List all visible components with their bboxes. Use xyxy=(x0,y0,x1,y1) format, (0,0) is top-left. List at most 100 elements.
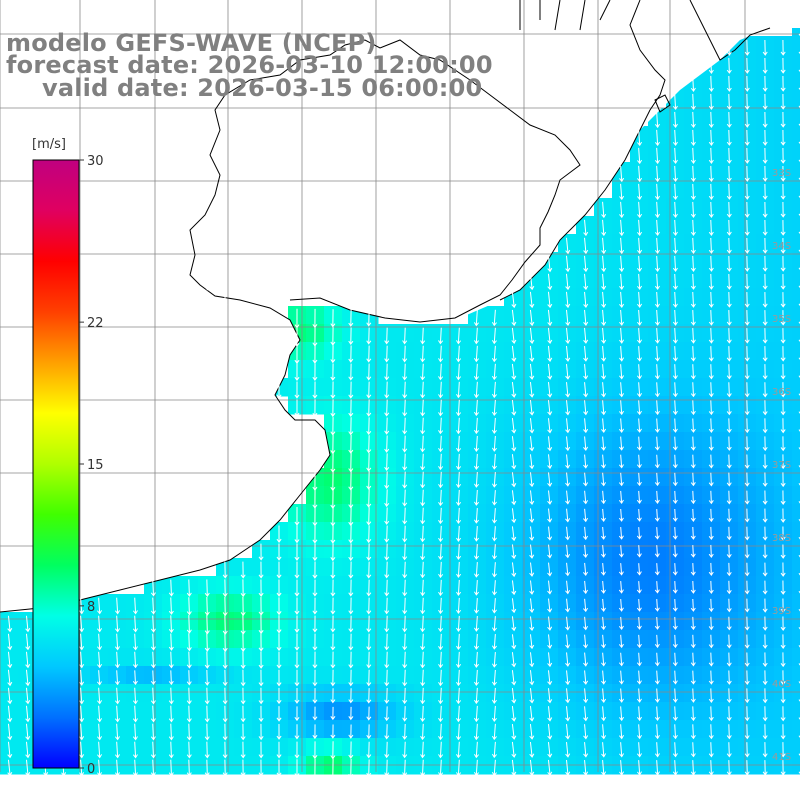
wind-arrow xyxy=(97,759,103,777)
wind-arrow xyxy=(672,75,678,93)
wind-arrow xyxy=(114,615,120,633)
wind-arrow xyxy=(547,255,553,273)
wind-arrow xyxy=(637,237,643,255)
wind-arrow xyxy=(672,490,678,504)
wind-arrow xyxy=(762,292,768,308)
wind-arrow xyxy=(438,633,444,651)
wind-arrow xyxy=(690,454,696,469)
wind-arrow xyxy=(511,562,517,578)
wind-arrow xyxy=(600,634,606,649)
wind-arrow xyxy=(744,670,750,686)
wind-arrow xyxy=(690,364,696,380)
wind-arrow xyxy=(366,345,372,363)
wind-arrow xyxy=(619,291,625,308)
colorbar-unit: [m/s] xyxy=(32,137,66,152)
wind-arrow xyxy=(636,400,642,416)
wind-arrow xyxy=(330,688,336,704)
wind-arrow xyxy=(619,706,625,722)
wind-arrow xyxy=(654,652,660,667)
wind-arrow xyxy=(619,273,625,291)
wind-arrow xyxy=(491,580,497,596)
wind-arrow xyxy=(402,597,408,615)
wind-arrow xyxy=(168,597,174,615)
wind-arrow xyxy=(726,328,732,344)
wind-arrow xyxy=(672,670,678,685)
wind-arrow xyxy=(672,328,678,344)
wind-cell xyxy=(792,648,800,667)
wind-arrow xyxy=(330,363,336,381)
wind-arrow xyxy=(744,508,750,523)
wind-arrow xyxy=(672,346,678,362)
wind-arrow xyxy=(637,255,643,273)
wind-arrow xyxy=(601,436,607,451)
wind-arrow xyxy=(420,561,426,579)
wind-arrow xyxy=(366,453,372,472)
wind-arrow xyxy=(583,652,589,667)
wind-arrow xyxy=(744,256,750,272)
wind-arrow xyxy=(456,489,462,507)
wind-cell xyxy=(792,594,800,613)
wind-arrow xyxy=(583,309,589,326)
wind-arrow xyxy=(672,634,678,649)
wind-arrow xyxy=(456,561,462,578)
wind-arrow xyxy=(600,508,606,523)
wind-arrow xyxy=(672,545,678,558)
wind-arrow xyxy=(402,453,408,471)
wind-arrow xyxy=(690,111,696,129)
wind-arrow xyxy=(780,166,786,182)
wind-arrow xyxy=(114,597,120,615)
wind-arrow xyxy=(438,399,444,417)
wind-arrow xyxy=(456,471,462,489)
wind-cell xyxy=(792,738,800,757)
wind-arrow xyxy=(654,219,660,237)
wind-arrow xyxy=(529,598,535,613)
wind-arrow xyxy=(474,651,480,668)
wind-arrow xyxy=(132,615,138,633)
wind-arrow xyxy=(762,418,768,434)
wind-arrow xyxy=(565,688,571,704)
wind-arrow xyxy=(654,545,660,558)
wind-cell xyxy=(792,504,800,523)
wind-arrow xyxy=(762,490,768,505)
wind-arrow xyxy=(582,562,588,577)
wind-arrow xyxy=(708,580,714,595)
wind-arrow xyxy=(708,291,714,308)
wind-arrow xyxy=(330,633,336,651)
wind-arrow xyxy=(473,327,479,345)
wind-arrow xyxy=(672,418,678,433)
wind-arrow xyxy=(114,633,120,651)
wind-arrow xyxy=(366,381,372,399)
wind-arrow xyxy=(744,274,750,290)
wind-arrow xyxy=(672,201,678,219)
wind-arrow xyxy=(619,742,625,758)
wind-arrow xyxy=(97,597,103,615)
wind-arrow xyxy=(312,561,318,579)
wind-arrow xyxy=(294,651,300,669)
wind-arrow xyxy=(222,651,228,669)
wind-arrow xyxy=(583,291,589,309)
wind-arrow xyxy=(474,489,480,506)
wind-arrow xyxy=(511,652,517,668)
wind-cell xyxy=(792,432,800,451)
wind-arrow xyxy=(384,399,390,417)
wind-arrow xyxy=(654,165,660,183)
wind-arrow xyxy=(456,759,462,777)
wind-arrow xyxy=(744,75,750,92)
wind-arrow xyxy=(565,273,571,291)
wind-arrow xyxy=(491,741,497,759)
wind-arrow xyxy=(150,670,156,686)
wind-arrow xyxy=(258,723,264,741)
wind-arrow xyxy=(726,364,732,380)
wind-arrow xyxy=(708,706,714,722)
wind-arrow xyxy=(726,219,732,236)
wind-arrow xyxy=(619,760,625,776)
wind-arrow xyxy=(420,417,426,435)
latitude-label: 33S xyxy=(772,168,791,179)
wind-arrow xyxy=(726,165,732,182)
wind-arrow xyxy=(762,256,768,272)
wind-arrow xyxy=(654,291,660,308)
wind-arrow xyxy=(511,345,517,362)
wind-arrow xyxy=(672,93,678,111)
wind-cell xyxy=(792,252,800,271)
wind-arrow xyxy=(258,633,264,652)
